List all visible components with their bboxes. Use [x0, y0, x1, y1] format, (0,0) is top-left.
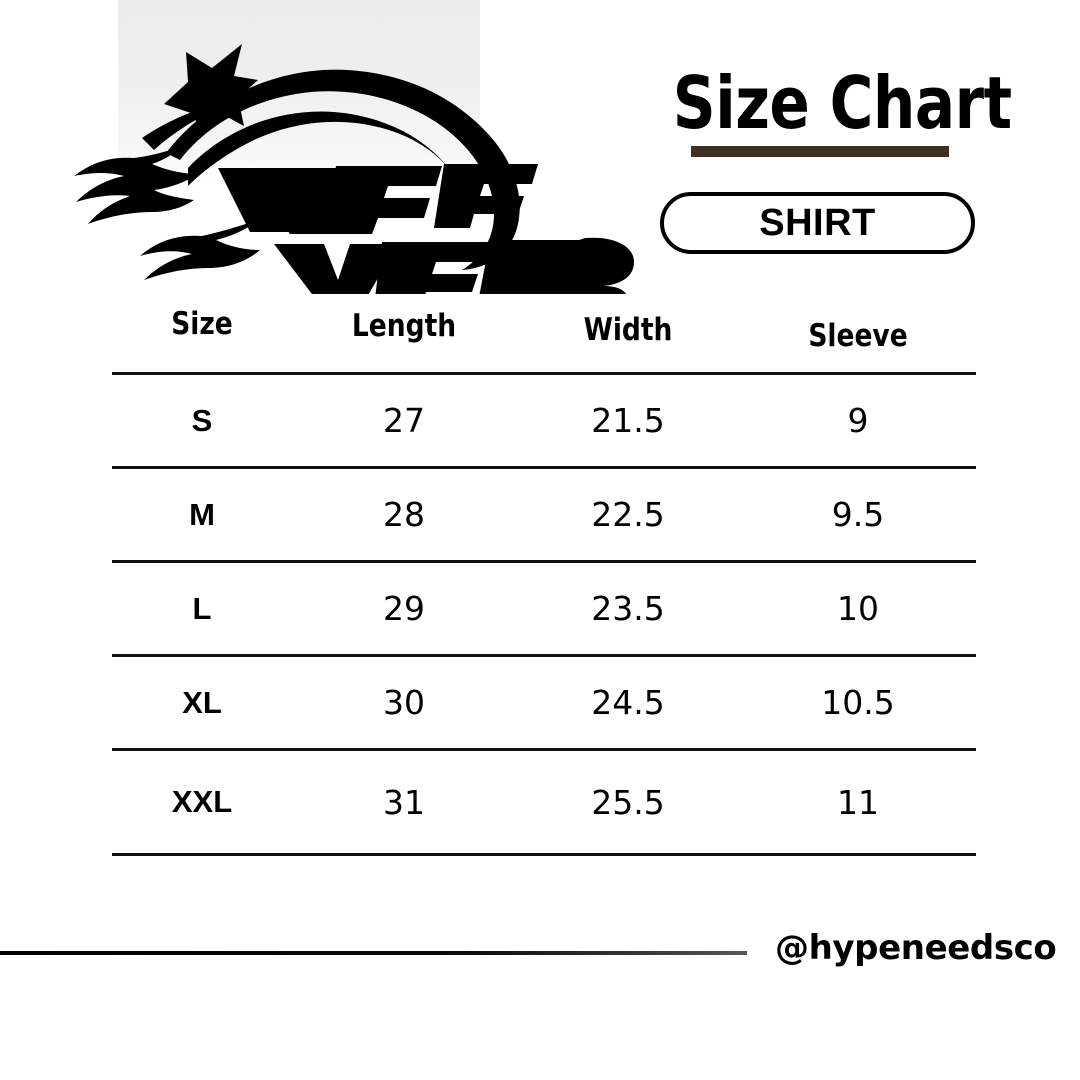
column-header-size: Size — [171, 306, 233, 342]
cell-length: 29 — [383, 589, 425, 628]
cell-size: S — [191, 402, 213, 438]
table-rule-bottom — [112, 853, 976, 856]
cell-width: 21.5 — [591, 401, 665, 440]
table-rule-top — [112, 372, 976, 375]
cell-length: 27 — [383, 401, 425, 440]
cell-width: 25.5 — [591, 782, 665, 822]
table-row: S 27 21.5 9 — [112, 375, 976, 466]
size-table: Size Length Width Sleeve S 27 21.5 9 M 2… — [112, 306, 976, 856]
cell-width: 23.5 — [591, 589, 665, 628]
footer-divider — [0, 951, 747, 955]
cell-length: 31 — [383, 782, 425, 822]
table-row: M 28 22.5 9.5 — [112, 469, 976, 560]
cell-sleeve: 10.5 — [821, 683, 895, 722]
table-header-row: Size Length Width Sleeve — [112, 306, 976, 372]
table-rule — [112, 466, 976, 469]
page-title: Size Chart — [672, 61, 1012, 145]
table-row: L 29 23.5 10 — [112, 563, 976, 654]
category-pill-label: SHIRT — [759, 201, 876, 244]
social-handle: @hypeneedsco — [775, 928, 1057, 968]
cell-sleeve: 9 — [847, 401, 869, 440]
cell-size: XXL — [171, 784, 233, 819]
cell-size: XL — [182, 684, 222, 720]
category-pill-shirt[interactable]: SHIRT — [660, 192, 975, 254]
cell-width: 24.5 — [591, 683, 665, 722]
cell-sleeve: 10 — [837, 589, 879, 628]
cell-size: M — [189, 496, 215, 532]
column-header-width: Width — [583, 312, 673, 348]
cell-length: 30 — [383, 683, 425, 722]
cell-length: 28 — [383, 495, 425, 534]
cell-size: L — [192, 590, 212, 626]
table-row: XL 30 24.5 10.5 — [112, 657, 976, 748]
cell-width: 22.5 — [591, 495, 665, 534]
table-rule — [112, 748, 976, 751]
cell-sleeve: 9.5 — [831, 495, 885, 534]
title-block: Size Chart — [660, 61, 1012, 157]
table-row: XXL 31 25.5 11 — [112, 751, 976, 853]
cell-sleeve: 11 — [837, 782, 879, 822]
table-rule — [112, 560, 976, 563]
hype-needs-logo — [38, 18, 638, 294]
table-rule — [112, 654, 976, 657]
title-underline — [691, 146, 949, 157]
column-header-length: Length — [351, 308, 457, 344]
column-header-sleeve: Sleeve — [808, 318, 908, 354]
